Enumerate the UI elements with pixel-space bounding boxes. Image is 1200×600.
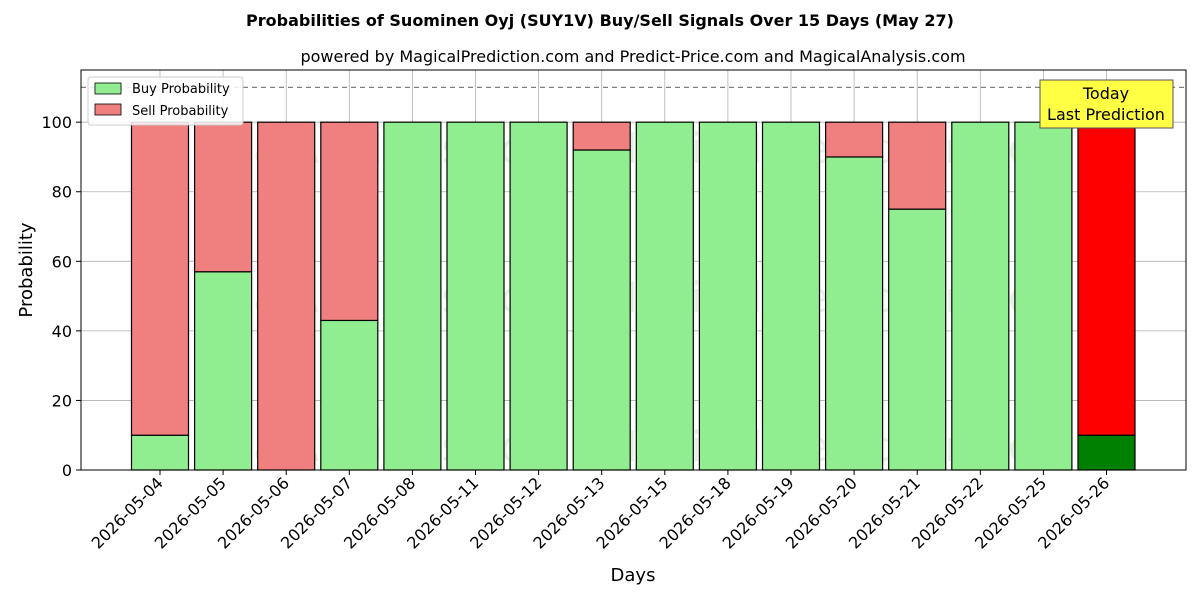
y-tick-label: 0 [62,461,72,480]
y-tick-label: 40 [52,322,72,341]
y-tick-label: 60 [52,252,72,271]
bar-buy [1077,434,1136,471]
bars [130,121,1136,471]
bar-buy [383,121,442,471]
bar-sell [888,121,947,210]
bar-buy [888,208,947,471]
bar-buy [130,434,190,471]
bar-buy [194,271,253,471]
legend: Buy Probability Sell Probability [87,76,244,126]
chart-title: Probabilities of Suominen Oyj (SUY1V) Bu… [246,11,954,30]
bar-sell [824,121,884,158]
chart-subtitle: powered by MagicalPrediction.com and Pre… [300,47,965,66]
bar-buy [572,149,631,471]
bar-buy [446,121,505,471]
y-tick-label: 100 [41,113,72,132]
y-axis-label: Probability [16,222,37,317]
y-tick-label: 20 [52,391,72,410]
bar-buy [509,121,568,471]
bar-sell [1077,121,1136,436]
bar-sell [257,121,316,471]
y-axis: 0 20 40 60 80 100 [41,113,81,480]
bar-buy [635,121,694,471]
bar-sell [320,121,379,322]
bar-buy [320,319,379,471]
y-tick-label: 80 [52,183,72,202]
bar-buy [951,121,1010,471]
bar-sell [130,121,190,436]
legend-swatch-sell [94,103,122,116]
annotation-box: Today Last Prediction [1039,79,1174,129]
bar-buy [761,121,821,471]
bar-buy [1014,121,1073,471]
bar-sell [572,121,631,151]
plot-frame [80,69,1187,471]
x-axis: 2026-05-042026-05-052026-05-062026-05-07… [88,470,1113,553]
bar-sell [194,121,253,273]
annotation-background [1039,79,1174,129]
legend-label-sell: Sell Probability [132,104,229,119]
annotation-line-1: Today [1082,84,1129,103]
x-axis-label: Days [611,565,656,586]
legend-swatch-buy [94,82,122,95]
bar-buy [824,156,884,471]
legend-box [87,76,244,126]
bar-buy [698,121,758,471]
annotation-line-2: Last Prediction [1047,105,1165,124]
legend-label-buy: Buy Probability [132,82,230,97]
